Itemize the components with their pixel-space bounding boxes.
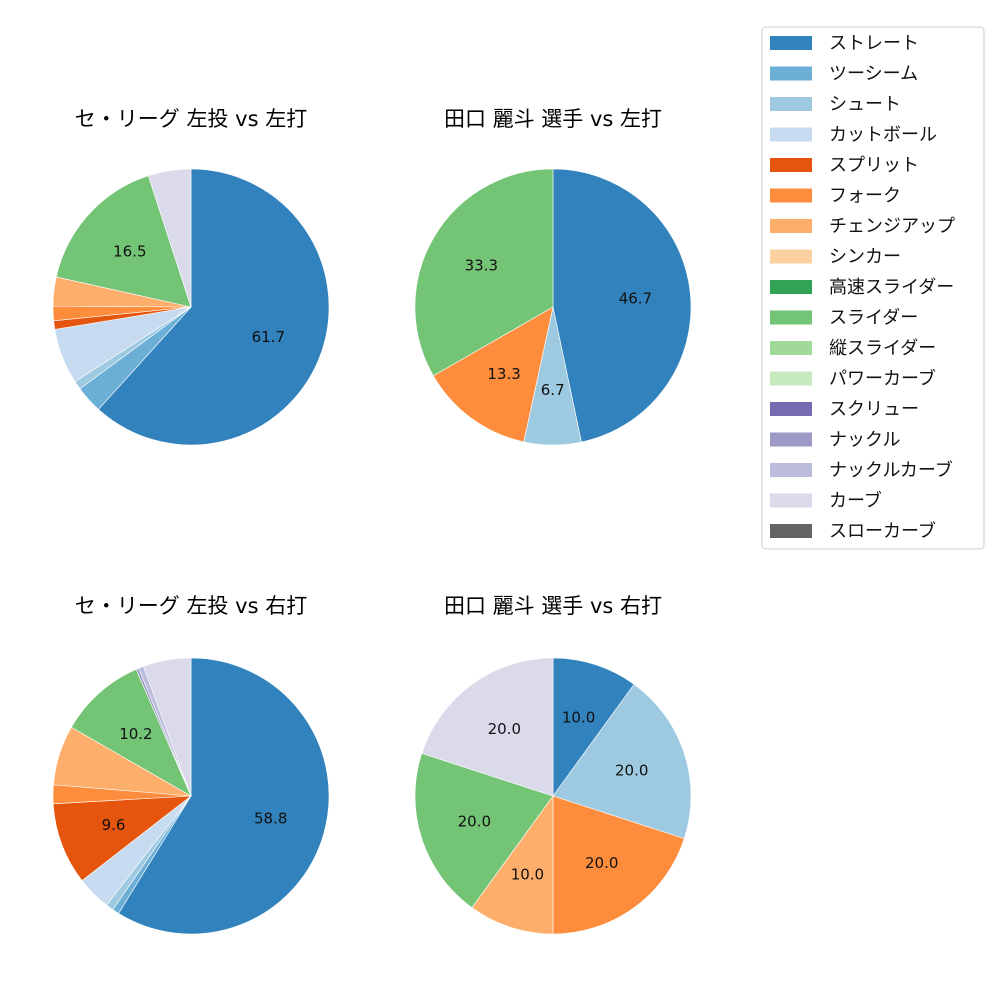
- chart-title-right-league: セ・リーグ 左投 vs 右打: [75, 594, 307, 618]
- pie-left-league: 61.7 16.5: [52, 168, 330, 446]
- legend-swatch: [770, 249, 812, 264]
- legend-swatch: [770, 188, 812, 203]
- slice-value-label: 9.6: [102, 816, 126, 834]
- legend-label: チェンジアップ: [829, 216, 955, 237]
- pie-right-pitcher: 10.0 20.0 20.0 10.0 20.0 20.0: [414, 657, 692, 935]
- pie-slice: [55, 175, 192, 308]
- chart-title-right-pitcher: 田口 麗斗 選手 vs 右打: [444, 594, 662, 618]
- legend-swatch: [770, 310, 812, 325]
- slice-value-label: 16.5: [113, 242, 146, 260]
- legend-label: カーブ: [829, 490, 882, 512]
- legend-label: スライダー: [829, 308, 918, 329]
- chart-title-left-league: セ・リーグ 左投 vs 左打: [75, 107, 307, 131]
- slice-value-label: 20.0: [585, 854, 618, 872]
- legend-swatch: [770, 219, 812, 233]
- slice-value-label: 33.3: [465, 257, 498, 275]
- slice-value-label: 61.7: [252, 328, 285, 346]
- pie-slice: [471, 795, 554, 935]
- chart-title-left-pitcher: 田口 麗斗 選手 vs 左打: [444, 107, 662, 131]
- slice-value-label: 13.3: [487, 365, 520, 383]
- legend-swatch: [770, 463, 812, 477]
- pie-slice: [552, 168, 692, 443]
- legend-label: シンカー: [829, 247, 901, 268]
- legend-label: ストレート: [829, 33, 919, 54]
- legend-swatch: [770, 371, 812, 386]
- legend-label: ナックルカーブ: [829, 459, 953, 481]
- slice-value-label: 10.0: [511, 866, 544, 884]
- pie-slice: [552, 683, 692, 840]
- pie-left-pitcher: 46.7 6.7 13.3 33.3: [414, 168, 692, 446]
- slice-value-label: 6.7: [541, 381, 565, 399]
- slice-value-label: 20.0: [488, 720, 521, 738]
- pie-slice: [143, 657, 192, 797]
- pie-slice: [414, 752, 554, 909]
- legend-swatch: [770, 402, 812, 416]
- legend-items: ストレートツーシームシュートカットボールスプリットフォークチェンジアップシンカー…: [770, 33, 955, 542]
- legend-swatch: [770, 66, 812, 81]
- legend-label: ナックル: [829, 430, 900, 451]
- legend-label: カットボール: [829, 125, 937, 146]
- legend-label: 高速スライダー: [829, 277, 954, 298]
- legend-label: フォーク: [829, 186, 901, 207]
- pie-slice: [552, 795, 685, 935]
- pie-right-league: 58.8 9.6 10.2: [52, 657, 330, 935]
- legend-label: シュート: [829, 94, 901, 115]
- legend-swatch: [770, 341, 812, 355]
- legend-swatch: [770, 432, 812, 447]
- legend-label: ツーシーム: [829, 64, 918, 85]
- slice-value-label: 58.8: [254, 810, 287, 828]
- slice-value-label: 20.0: [615, 761, 648, 779]
- pie-slice: [118, 657, 330, 935]
- slice-value-label: 46.7: [619, 289, 652, 307]
- legend-swatch: [770, 36, 812, 50]
- legend-swatch: [770, 127, 812, 142]
- pie-slice: [421, 657, 554, 797]
- legend-frame: [761, 26, 985, 550]
- legend: ストレートツーシームシュートカットボールスプリットフォークチェンジアップシンカー…: [761, 26, 985, 550]
- slice-value-label: 10.2: [119, 725, 152, 743]
- slice-value-label: 20.0: [458, 813, 491, 831]
- legend-label: スローカーブ: [829, 520, 936, 542]
- legend-swatch: [770, 493, 812, 508]
- legend-label: スプリット: [829, 155, 919, 176]
- legend-swatch: [770, 97, 812, 111]
- slice-value-label: 10.0: [562, 708, 595, 726]
- pie-slice: [147, 168, 192, 308]
- pie-slice: [432, 306, 554, 443]
- legend-swatch: [770, 280, 812, 294]
- pie-slice: [552, 657, 635, 797]
- legend-swatch: [770, 524, 812, 538]
- legend-label: 縦スライダー: [829, 338, 936, 359]
- legend-swatch: [770, 158, 812, 172]
- legend-label: スクリュー: [829, 399, 919, 420]
- legend-label: パワーカーブ: [829, 368, 936, 390]
- pie-slice: [414, 168, 554, 377]
- pie-slice: [52, 795, 192, 882]
- pie-slice: [70, 668, 192, 797]
- pie-slice: [98, 168, 330, 446]
